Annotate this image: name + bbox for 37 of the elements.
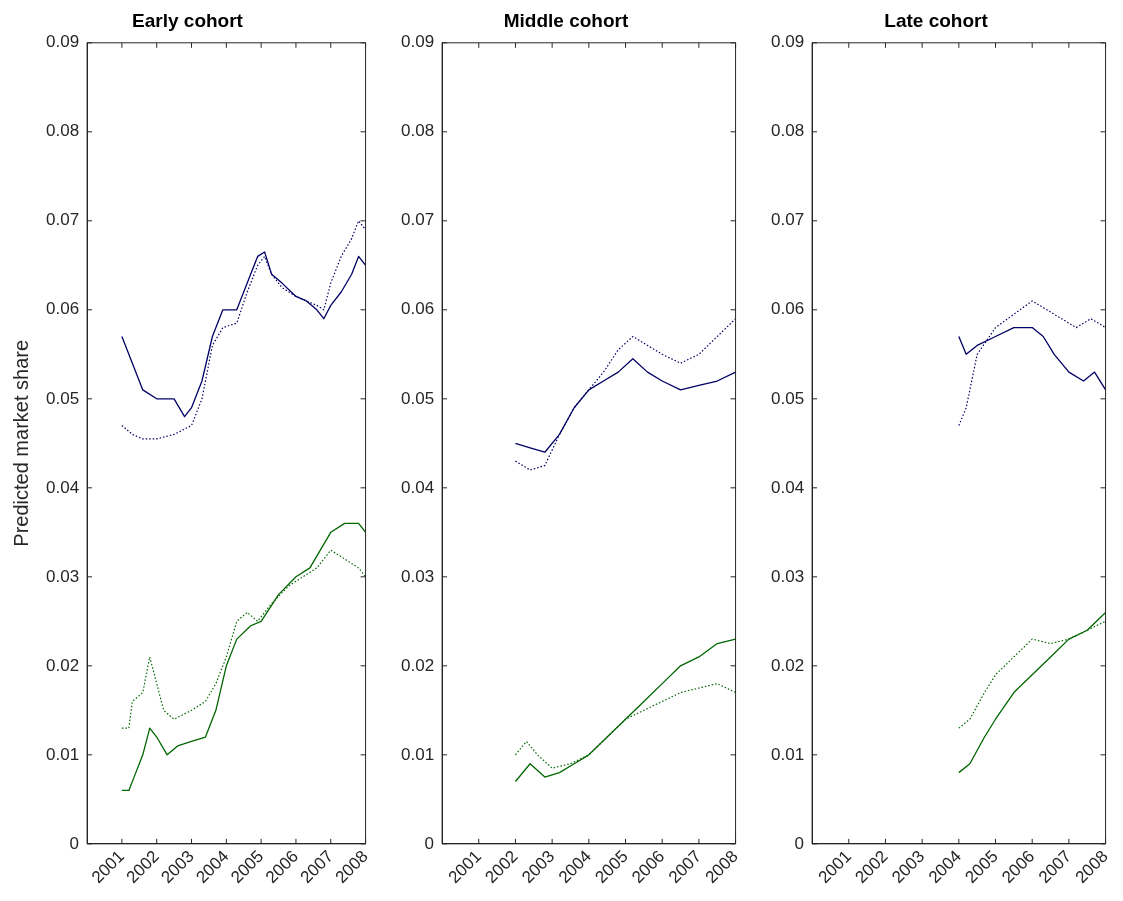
y-tick-label: 0.08 <box>400 121 435 141</box>
y-tick-label: 0.01 <box>770 744 805 764</box>
y-tick-label: 0.01 <box>400 744 435 764</box>
y-tick-label: 0.07 <box>770 210 805 230</box>
chart-title: Early cohort <box>132 9 244 31</box>
y-tick-label: 0.04 <box>45 477 80 497</box>
y-tick-label: 0.06 <box>770 299 805 319</box>
y-tick-label: 0.09 <box>770 32 805 52</box>
line-series <box>958 300 1106 427</box>
y-tick-label: 0.05 <box>400 388 435 408</box>
line-series <box>514 318 736 471</box>
y-tick-label: 0.05 <box>770 388 805 408</box>
y-tick-label: 0.04 <box>400 477 435 497</box>
y-tick-label: 0.03 <box>770 566 805 586</box>
y-tick-label: 0.08 <box>45 121 80 141</box>
y-tick-label: 0 <box>69 833 80 853</box>
y-tick-label: 0.02 <box>45 655 80 675</box>
y-tick-label: 0.06 <box>400 299 435 319</box>
y-tick-label: 0.04 <box>770 477 805 497</box>
y-tick-label: 0 <box>794 833 805 853</box>
y-tick-label: 0.08 <box>770 121 805 141</box>
y-tick-label: 0.02 <box>400 655 435 675</box>
y-tick-label: 0.07 <box>400 210 435 230</box>
y-tick-label: 0.02 <box>770 655 805 675</box>
chart-title: Late cohort <box>884 9 989 31</box>
y-tick-label: 0.09 <box>400 32 435 52</box>
y-tick-label: 0 <box>424 833 435 853</box>
y-tick-label: 0.06 <box>45 299 80 319</box>
y-tick-label: 0.01 <box>45 744 80 764</box>
y-tick-label: 0.03 <box>400 566 435 586</box>
y-tick-label: 0.03 <box>45 566 80 586</box>
y-axis-title: Predicted market share <box>9 339 32 547</box>
chart-title: Middle cohort <box>503 9 629 31</box>
y-tick-label: 0.07 <box>45 210 80 230</box>
y-tick-label: 0.05 <box>45 388 80 408</box>
line-series <box>121 220 366 440</box>
y-tick-label: 0.09 <box>45 32 80 52</box>
